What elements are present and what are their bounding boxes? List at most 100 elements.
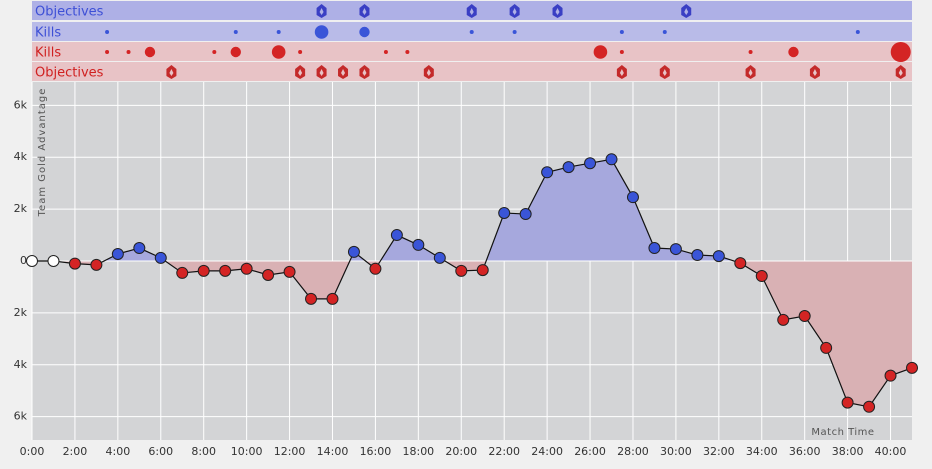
y-tick-label: 0 <box>20 254 27 267</box>
kill-marker <box>890 42 911 62</box>
data-point <box>283 265 296 278</box>
data-point <box>884 369 897 382</box>
data-point <box>176 266 189 279</box>
data-point <box>562 161 575 174</box>
data-point <box>262 269 275 282</box>
y-tick-label: 4k <box>14 358 28 371</box>
objective-icon <box>423 65 434 79</box>
objective-icon <box>552 4 563 18</box>
event-row-label: Objectives <box>35 66 104 81</box>
data-point <box>90 258 103 271</box>
objective-icon <box>359 4 370 18</box>
data-point <box>219 264 232 277</box>
x-tick-label: 4:00 <box>106 445 131 458</box>
y-tick-label: 4k <box>14 150 28 163</box>
data-point <box>584 157 597 170</box>
y-tick-label: 2k <box>14 306 28 319</box>
event-row <box>32 42 912 61</box>
objective-icon <box>295 65 306 79</box>
objective-icon <box>659 65 670 79</box>
x-tick-label: 6:00 <box>148 445 173 458</box>
x-tick-label: 0:00 <box>20 445 45 458</box>
data-point <box>197 264 210 277</box>
kill-marker <box>126 50 131 54</box>
kill-marker <box>233 30 238 34</box>
event-row <box>32 62 912 81</box>
x-tick-label: 28:00 <box>617 445 649 458</box>
data-point <box>498 207 511 220</box>
kill-marker <box>276 30 281 34</box>
event-row-label: Kills <box>35 26 61 41</box>
kill-marker <box>212 50 217 54</box>
data-point <box>820 341 833 354</box>
event-row-label: Kills <box>35 46 61 61</box>
data-point <box>133 242 146 255</box>
x-tick-label: 34:00 <box>746 445 778 458</box>
objective-icon <box>895 65 906 79</box>
x-tick-label: 30:00 <box>660 445 692 458</box>
y-tick-label: 2k <box>14 202 28 215</box>
data-point <box>605 153 618 166</box>
x-tick-label: 32:00 <box>703 445 735 458</box>
event-row-label: Objectives <box>35 5 104 20</box>
data-point <box>798 309 811 322</box>
x-tick-label: 18:00 <box>402 445 434 458</box>
data-point <box>841 396 854 409</box>
data-point <box>541 166 554 179</box>
data-point <box>47 255 60 267</box>
data-point <box>476 264 489 277</box>
kill-marker <box>230 46 241 58</box>
kill-marker <box>619 50 624 54</box>
x-tick-label: 38:00 <box>832 445 864 458</box>
data-point <box>669 243 682 256</box>
x-tick-label: 12:00 <box>274 445 306 458</box>
kill-marker <box>469 30 474 34</box>
data-point <box>455 264 468 277</box>
kill-marker <box>748 50 753 54</box>
objective-icon <box>745 65 756 79</box>
y-axis-label: Team Gold Advantage <box>37 88 48 218</box>
objective-icon <box>316 65 327 79</box>
area-negative <box>32 261 912 407</box>
x-tick-label: 40:00 <box>875 445 907 458</box>
x-tick-label: 26:00 <box>574 445 606 458</box>
x-axis-label: Match Time <box>811 427 874 438</box>
data-point <box>712 250 725 263</box>
kill-marker <box>105 30 110 34</box>
data-point <box>154 251 167 264</box>
x-tick-label: 24:00 <box>531 445 563 458</box>
data-point <box>433 251 446 264</box>
kill-marker <box>359 26 370 38</box>
objective-icon <box>616 65 627 79</box>
kill-marker <box>405 50 410 54</box>
objective-icon <box>466 4 477 18</box>
data-point <box>68 257 81 270</box>
x-tick-label: 20:00 <box>445 445 477 458</box>
kill-marker <box>512 30 517 34</box>
objective-icon <box>509 4 520 18</box>
data-point <box>648 242 661 255</box>
kill-marker <box>619 30 624 34</box>
objective-icon <box>809 65 820 79</box>
objective-icon <box>681 4 692 18</box>
objective-icon <box>359 65 370 79</box>
data-point <box>734 257 747 270</box>
kill-marker <box>593 45 608 59</box>
x-tick-label: 36:00 <box>789 445 821 458</box>
kill-marker <box>662 30 667 34</box>
x-tick-label: 10:00 <box>231 445 263 458</box>
data-point <box>755 270 768 283</box>
kill-marker <box>298 50 303 54</box>
data-point <box>390 229 403 242</box>
kill-marker <box>314 25 329 39</box>
objective-icon <box>316 4 327 18</box>
y-tick-label: 6k <box>14 410 28 423</box>
data-point <box>369 262 382 275</box>
kill-marker <box>144 46 156 58</box>
data-point <box>305 292 318 305</box>
y-tick-label: 6k <box>14 98 28 111</box>
x-tick-label: 2:00 <box>63 445 88 458</box>
data-point <box>626 191 639 204</box>
data-point <box>519 208 532 221</box>
x-tick-label: 22:00 <box>488 445 520 458</box>
